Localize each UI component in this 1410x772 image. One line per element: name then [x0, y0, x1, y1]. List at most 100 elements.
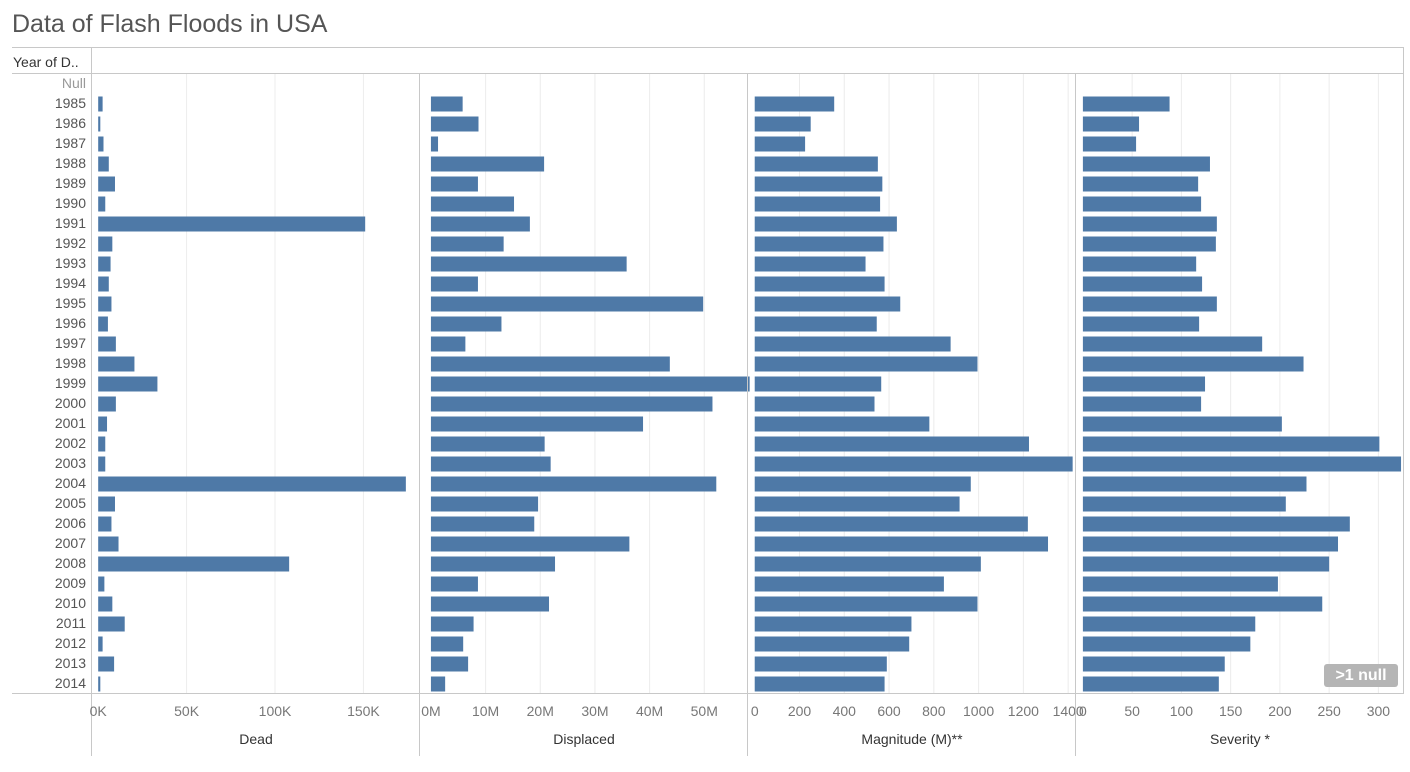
- magnitude-m-bar-2001[interactable]: [754, 416, 930, 432]
- row-label-1993[interactable]: 1993: [55, 255, 86, 271]
- dead-bar-1997[interactable]: [98, 336, 116, 352]
- severity-bar-2010[interactable]: [1082, 596, 1323, 612]
- row-label-2003[interactable]: 2003: [55, 455, 86, 471]
- dead-bar-2003[interactable]: [98, 456, 106, 472]
- magnitude-m-bar-2007[interactable]: [754, 536, 1049, 552]
- severity-bar-1990[interactable]: [1082, 196, 1202, 212]
- severity-bar-1996[interactable]: [1082, 316, 1200, 332]
- magnitude-m-bar-1995[interactable]: [754, 296, 901, 312]
- row-label-1992[interactable]: 1992: [55, 235, 86, 251]
- dead-bar-1988[interactable]: [98, 156, 109, 172]
- severity-bar-2012[interactable]: [1082, 636, 1251, 652]
- displaced-bar-1998[interactable]: [430, 356, 670, 372]
- severity-bar-1995[interactable]: [1082, 296, 1217, 312]
- row-label-2006[interactable]: 2006: [55, 515, 86, 531]
- dead-bar-2012[interactable]: [98, 636, 103, 652]
- row-label-2001[interactable]: 2001: [55, 415, 86, 431]
- displaced-bar-2006[interactable]: [430, 516, 535, 532]
- row-label-1986[interactable]: 1986: [55, 115, 86, 131]
- displaced-bar-1992[interactable]: [430, 236, 504, 252]
- severity-bar-1985[interactable]: [1082, 96, 1170, 112]
- severity-bar-1997[interactable]: [1082, 336, 1263, 352]
- dead-bar-1989[interactable]: [98, 176, 115, 192]
- magnitude-m-bar-2011[interactable]: [754, 616, 912, 632]
- magnitude-m-bar-1999[interactable]: [754, 376, 882, 392]
- magnitude-m-bar-1990[interactable]: [754, 196, 881, 212]
- displaced-bar-1986[interactable]: [430, 116, 479, 132]
- dead-bar-1985[interactable]: [98, 96, 103, 112]
- magnitude-m-bar-1987[interactable]: [754, 136, 806, 152]
- displaced-bar-2000[interactable]: [430, 396, 713, 412]
- row-label-2002[interactable]: 2002: [55, 435, 86, 451]
- row-label-1994[interactable]: 1994: [55, 275, 86, 291]
- row-label-null[interactable]: Null: [62, 75, 86, 91]
- magnitude-m-bar-2000[interactable]: [754, 396, 875, 412]
- severity-bar-1988[interactable]: [1082, 156, 1210, 172]
- magnitude-m-bar-2012[interactable]: [754, 636, 910, 652]
- magnitude-m-bar-1998[interactable]: [754, 356, 978, 372]
- dead-bar-2014[interactable]: [98, 676, 101, 692]
- severity-bar-2002[interactable]: [1082, 436, 1380, 452]
- dead-bar-2008[interactable]: [98, 556, 290, 572]
- row-label-2009[interactable]: 2009: [55, 575, 86, 591]
- row-label-2013[interactable]: 2013: [55, 655, 86, 671]
- dead-bar-2010[interactable]: [98, 596, 113, 612]
- severity-bar-2008[interactable]: [1082, 556, 1330, 572]
- displaced-bar-1990[interactable]: [430, 196, 515, 212]
- displaced-bar-2007[interactable]: [430, 536, 630, 552]
- displaced-bar-2002[interactable]: [430, 436, 545, 452]
- displaced-bar-2008[interactable]: [430, 556, 556, 572]
- row-label-2005[interactable]: 2005: [55, 495, 86, 511]
- row-label-2004[interactable]: 2004: [55, 475, 86, 491]
- displaced-bar-1994[interactable]: [430, 276, 478, 292]
- magnitude-m-bar-2005[interactable]: [754, 496, 960, 512]
- magnitude-m-bar-2006[interactable]: [754, 516, 1028, 532]
- displaced-bar-1993[interactable]: [430, 256, 627, 272]
- displaced-bar-2004[interactable]: [430, 476, 717, 492]
- row-label-1987[interactable]: 1987: [55, 135, 86, 151]
- magnitude-m-bar-1991[interactable]: [754, 216, 897, 232]
- magnitude-m-bar-1992[interactable]: [754, 236, 884, 252]
- severity-axis-title[interactable]: Severity *: [1210, 731, 1270, 747]
- dead-bar-2002[interactable]: [98, 436, 106, 452]
- dead-bar-1987[interactable]: [98, 136, 104, 152]
- displaced-bar-2003[interactable]: [430, 456, 551, 472]
- displaced-bar-2014[interactable]: [430, 676, 446, 692]
- severity-bar-2013[interactable]: [1082, 656, 1225, 672]
- severity-bar-2000[interactable]: [1082, 396, 1202, 412]
- displaced-bar-1997[interactable]: [430, 336, 466, 352]
- dead-bar-2000[interactable]: [98, 396, 116, 412]
- severity-bar-1989[interactable]: [1082, 176, 1199, 192]
- magnitude-m-bar-2009[interactable]: [754, 576, 944, 592]
- displaced-bar-1987[interactable]: [430, 136, 439, 152]
- magnitude-m-bar-2003[interactable]: [754, 456, 1073, 472]
- magnitude-m-bar-1989[interactable]: [754, 176, 883, 192]
- severity-bar-1987[interactable]: [1082, 136, 1137, 152]
- severity-bar-1994[interactable]: [1082, 276, 1203, 292]
- magnitude-m-bar-2008[interactable]: [754, 556, 981, 572]
- dead-bar-2006[interactable]: [98, 516, 112, 532]
- displaced-bar-2011[interactable]: [430, 616, 474, 632]
- row-label-2014[interactable]: 2014: [55, 675, 86, 691]
- severity-bar-2001[interactable]: [1082, 416, 1282, 432]
- row-label-1996[interactable]: 1996: [55, 315, 86, 331]
- magnitude-m-bar-1988[interactable]: [754, 156, 878, 172]
- severity-bar-1991[interactable]: [1082, 216, 1217, 232]
- severity-bar-2006[interactable]: [1082, 516, 1350, 532]
- magnitude-m-bar-1997[interactable]: [754, 336, 951, 352]
- dead-bar-1986[interactable]: [98, 116, 101, 132]
- row-label-1998[interactable]: 1998: [55, 355, 86, 371]
- displaced-bar-2012[interactable]: [430, 636, 464, 652]
- row-label-1997[interactable]: 1997: [55, 335, 86, 351]
- row-label-1991[interactable]: 1991: [55, 215, 86, 231]
- row-dimension-header[interactable]: Year of D..: [13, 54, 79, 70]
- row-label-2010[interactable]: 2010: [55, 595, 86, 611]
- dead-bar-2005[interactable]: [98, 496, 115, 512]
- dead-bar-2001[interactable]: [98, 416, 108, 432]
- severity-bar-1993[interactable]: [1082, 256, 1197, 272]
- severity-bar-2003[interactable]: [1082, 456, 1402, 472]
- displaced-bar-2009[interactable]: [430, 576, 478, 592]
- severity-bar-2004[interactable]: [1082, 476, 1307, 492]
- displaced-bar-1988[interactable]: [430, 156, 545, 172]
- severity-bar-2009[interactable]: [1082, 576, 1278, 592]
